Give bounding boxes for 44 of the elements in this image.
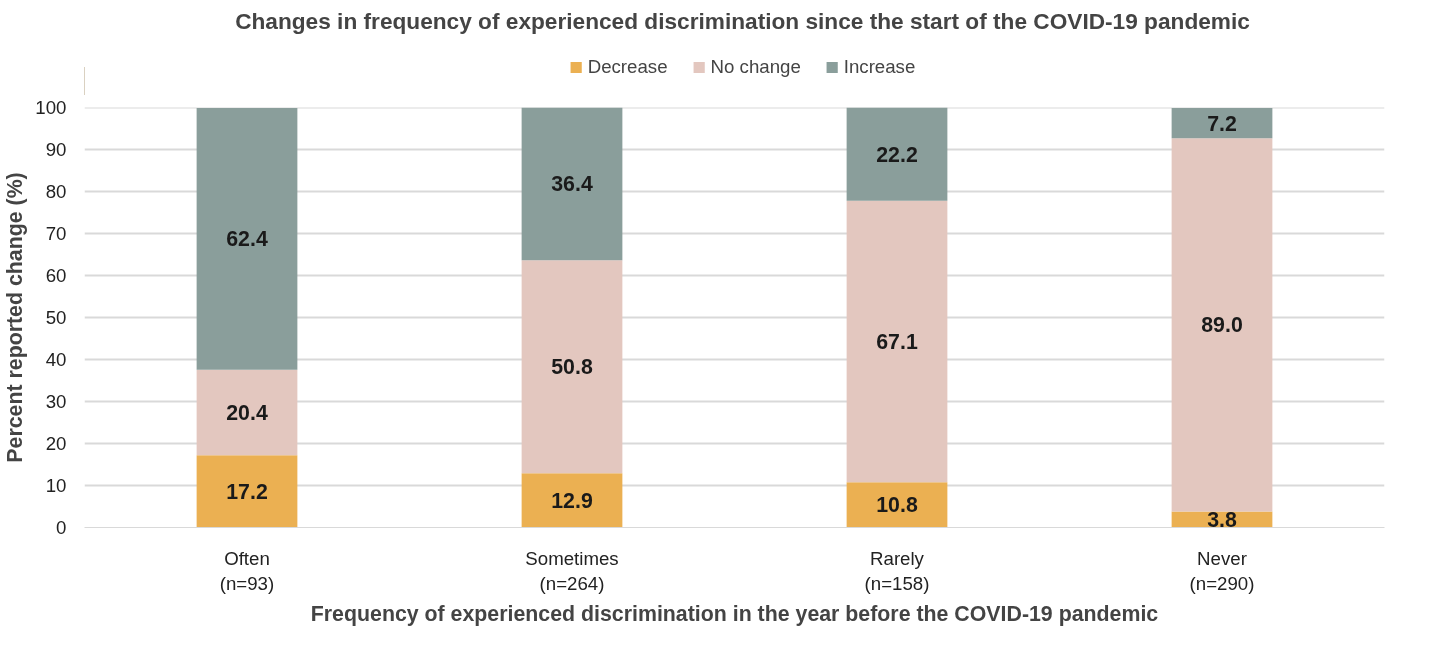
y-tick-label: 60 [45,265,67,287]
data-label: 12.9 [551,488,593,513]
bar [846,200,948,483]
x-tick-label: Sometimes (n=264) [525,547,619,594]
y-tick-label: 20 [45,433,67,455]
bar [846,482,948,528]
x-axis-title: Frequency of experienced discrimination in the year before the COVID-19 pandemic [310,601,1159,626]
data-label: 22.2 [876,142,918,167]
legend-label: No change [710,55,801,78]
data-label: 67.1 [876,329,918,354]
y-tick-label: 100 [35,97,67,119]
x-tick-label: Never (n=290) [1189,547,1255,594]
y-tick-label: 50 [45,307,67,329]
bar [1171,107,1273,139]
y-tick-label: 80 [45,181,67,203]
data-label: 10.8 [876,493,918,518]
legend-label: Increase [843,55,916,78]
data-label: 20.4 [226,401,268,426]
data-label: 50.8 [551,355,593,380]
data-label: 3.8 [1207,508,1237,533]
legend-label: Decrease [587,55,668,78]
y-tick-label: 70 [45,223,67,245]
y-tick-label: 90 [45,139,67,161]
y-tick-label: 10 [45,475,67,497]
bar [196,455,298,528]
bar [1171,138,1273,512]
data-label: 89.0 [1201,313,1243,338]
bar [521,473,623,528]
bar [196,369,298,456]
y-tick-label: 0 [56,517,67,538]
data-label: 62.4 [226,227,268,252]
bar [196,107,298,370]
data-label: 7.2 [1207,111,1237,136]
x-tick-label: Often (n=93) [219,547,275,594]
data-label: 17.2 [226,479,268,504]
x-tick-label: Rarely (n=158) [864,547,930,594]
bar [521,260,623,474]
data-label: 36.4 [551,172,593,197]
y-tick-label: 30 [45,391,67,413]
y-tick-label: 40 [45,349,67,371]
chart-title: Changes in frequency of experienced discrimination since the start of the COVID-19 pandemic [235,7,1250,34]
bar [521,107,623,261]
y-axis-title: Percent reported change (%) [3,172,28,463]
bar [846,107,948,201]
